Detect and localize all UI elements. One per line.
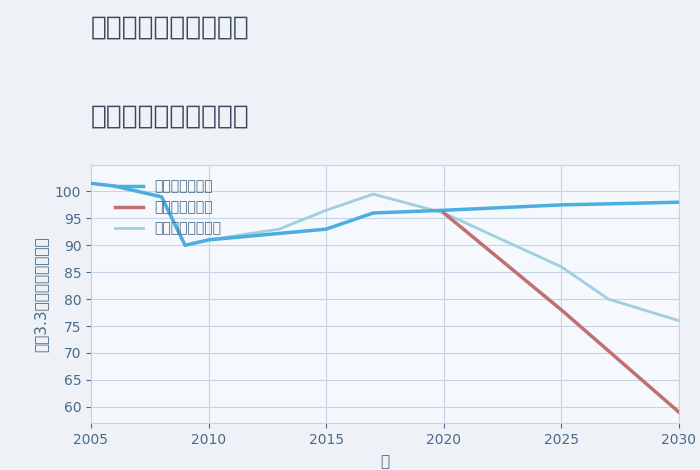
グッドシナリオ bbox=[181, 243, 189, 248]
グッドシナリオ bbox=[87, 180, 95, 186]
ノーマルシナリオ bbox=[87, 180, 95, 186]
Text: 中古戸建ての価格推移: 中古戸建ての価格推移 bbox=[91, 103, 250, 129]
バッドシナリオ bbox=[440, 210, 448, 216]
バッドシナリオ bbox=[675, 409, 683, 415]
Line: グッドシナリオ: グッドシナリオ bbox=[91, 183, 679, 245]
ノーマルシナリオ bbox=[134, 188, 142, 194]
ノーマルシナリオ bbox=[369, 191, 377, 197]
バッドシナリオ bbox=[557, 307, 566, 313]
Legend: グッドシナリオ, バッドシナリオ, ノーマルシナリオ: グッドシナリオ, バッドシナリオ, ノーマルシナリオ bbox=[110, 174, 227, 241]
グッドシナリオ bbox=[440, 207, 448, 213]
ノーマルシナリオ bbox=[111, 183, 119, 189]
グッドシナリオ bbox=[369, 210, 377, 216]
Y-axis label: 坪（3.3㎡）単価（万円）: 坪（3.3㎡）単価（万円） bbox=[33, 236, 48, 352]
グッドシナリオ bbox=[204, 237, 213, 243]
ノーマルシナリオ bbox=[181, 243, 189, 248]
Line: バッドシナリオ: バッドシナリオ bbox=[444, 213, 679, 412]
グッドシナリオ bbox=[557, 202, 566, 208]
Line: ノーマルシナリオ: ノーマルシナリオ bbox=[91, 183, 679, 321]
ノーマルシナリオ bbox=[604, 296, 612, 302]
グッドシナリオ bbox=[158, 194, 166, 200]
ノーマルシナリオ bbox=[275, 227, 284, 232]
ノーマルシナリオ bbox=[158, 194, 166, 200]
グッドシナリオ bbox=[134, 188, 142, 194]
ノーマルシナリオ bbox=[440, 210, 448, 216]
グッドシナリオ bbox=[675, 199, 683, 205]
ノーマルシナリオ bbox=[675, 318, 683, 323]
ノーマルシナリオ bbox=[557, 264, 566, 270]
ノーマルシナリオ bbox=[322, 207, 330, 213]
ノーマルシナリオ bbox=[204, 237, 213, 243]
グッドシナリオ bbox=[322, 227, 330, 232]
Text: 愛知県豊田市高橋町の: 愛知県豊田市高橋町の bbox=[91, 14, 250, 40]
X-axis label: 年: 年 bbox=[380, 454, 390, 469]
グッドシナリオ bbox=[111, 183, 119, 189]
